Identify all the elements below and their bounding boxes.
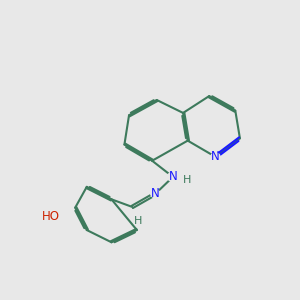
Ellipse shape	[183, 177, 191, 184]
Text: HO: HO	[42, 210, 60, 223]
Ellipse shape	[211, 153, 220, 161]
Ellipse shape	[167, 173, 179, 181]
Text: H: H	[134, 216, 142, 226]
Ellipse shape	[151, 190, 160, 198]
Text: N: N	[169, 170, 177, 183]
Ellipse shape	[42, 212, 60, 220]
Text: N: N	[211, 150, 220, 163]
Text: H: H	[183, 176, 191, 185]
Text: N: N	[151, 187, 160, 200]
Ellipse shape	[134, 217, 142, 224]
